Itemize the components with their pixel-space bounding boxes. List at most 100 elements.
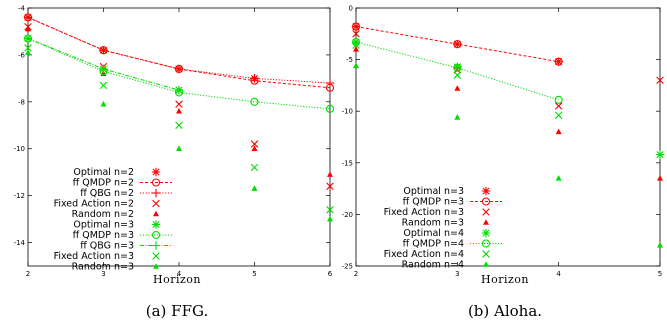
series-markers-ffg: [23, 13, 335, 222]
legend-swatch-marker: [483, 219, 489, 225]
y-tick-label: -20: [342, 211, 353, 219]
data-point-random-n-2: [176, 107, 182, 114]
series-line-ff-qmdp-n-2: [27, 16, 331, 89]
legend-item-ff-qmdp-n-2: ff QMDP n=2: [73, 178, 172, 189]
legend-label: Random n=4: [402, 260, 464, 271]
data-point-fixed-action-n-2: [250, 140, 259, 148]
data-point-random-n-3: [100, 100, 107, 107]
legend-swatch-marker: [481, 228, 491, 238]
data-point-ff-qmdp-n-3: [250, 97, 259, 106]
legend-swatch-marker: [153, 210, 159, 217]
legend-swatch-marker: [153, 263, 159, 269]
data-point-random-n-3: [454, 85, 461, 91]
data-point-random-n-2: [25, 25, 31, 32]
data-point-ff-qmdp-n-4: [453, 63, 462, 72]
legend-label: ff QMDP n=2: [73, 178, 134, 189]
data-point-random-n-3: [657, 174, 663, 181]
legend-ffg: Optimal n=2ff QMDP n=2ff QBG n=2 Fixed Ac…: [54, 167, 172, 273]
chart-panel-ffg: 2 3 4 5 6-4-6-8-10-12-14 Optimal n=2ff QMDP …: [14, 5, 335, 320]
data-point-random-n-3: [555, 128, 562, 135]
data-point-ff-qmdp-n-3: [325, 104, 335, 113]
legend-label: ff QBG n=2: [80, 188, 134, 199]
legend-swatch-marker: [151, 167, 161, 177]
legend-label: Random n=2: [72, 209, 134, 220]
data-point-ff-qbg-n-2: [250, 74, 259, 83]
data-point-ff-qmdp-n-3: [351, 22, 361, 31]
y-tick-label: -4: [18, 5, 26, 13]
data-point-random-n-3: [251, 185, 258, 191]
legend-label: Fixed Action n=4: [384, 249, 464, 260]
data-point-ff-qbg-n-3: [174, 85, 184, 95]
data-point-fixed-action-n-3: [250, 163, 259, 172]
legend-swatch-marker: [151, 188, 161, 198]
legend-swatch-marker: [481, 197, 491, 206]
legend-item-optimal-n-3: Optimal n=3: [403, 186, 491, 197]
legend-swatch-marker: [152, 252, 160, 260]
legend-label: Optimal n=2: [73, 167, 134, 178]
series-line-ff-qbg-n-2: [27, 16, 331, 84]
data-point-optimal-n-3: [554, 57, 563, 66]
x-tick-label: 5: [658, 270, 662, 278]
data-point-fixed-action-n-3: [352, 30, 360, 38]
legend-label: ff QMDP n=3: [73, 230, 134, 241]
x-tick-label: 3: [101, 270, 105, 278]
x-axis-label-aloha: Horizon: [481, 273, 529, 286]
data-point-fixed-action-n-2: [326, 182, 334, 191]
legend-label: Fixed Action n=3: [54, 251, 134, 262]
x-tick-label: 3: [455, 270, 459, 278]
x-tick-label: 5: [252, 270, 256, 278]
legend-swatch-marker: [482, 208, 490, 216]
data-point-fixed-action-n-4: [352, 41, 360, 49]
legend-item-ff-qmdp-n-3: ff QMDP n=3: [73, 230, 172, 241]
legend-item-random-n-3: Random n=3: [72, 262, 159, 273]
x-tick-label: 6: [328, 270, 333, 278]
legend-item-ff-qbg-n-2: ff QBG n=2: [80, 188, 172, 199]
legend-item-ff-qmdp-n-3: ff QMDP n=3: [403, 197, 502, 208]
data-point-random-n-3: [176, 145, 182, 152]
series-markers-aloha: [351, 22, 665, 248]
data-point-random-n-4: [353, 62, 359, 69]
data-point-ff-qbg-n-3: [99, 64, 108, 74]
caption-aloha: (b) Aloha.: [468, 302, 542, 320]
legend-label: ff QMDP n=3: [403, 197, 464, 208]
x-axis-label-ffg: Horizon: [153, 273, 201, 286]
x-tick-label: 4: [556, 270, 561, 278]
y-tick-label: -10: [342, 108, 353, 116]
data-point-ff-qbg-n-3: [23, 34, 33, 43]
legend-item-random-n-3: Random n=3: [402, 218, 489, 229]
legend-label: Fixed Action n=3: [384, 207, 464, 218]
data-point-ff-qmdp-n-3: [453, 40, 462, 49]
legend-swatch-marker: [481, 239, 491, 248]
legend-item-random-n-4: Random n=4: [402, 260, 489, 271]
legend-item-optimal-n-3: Optimal n=3: [73, 220, 161, 231]
series-lines-ffg: [27, 16, 331, 110]
y-tick-label: 0: [349, 5, 353, 13]
data-point-fixed-action-n-2: [175, 100, 183, 108]
legend-swatch-marker: [151, 178, 161, 187]
data-point-random-n-2: [251, 145, 258, 152]
legend-label: Optimal n=4: [403, 228, 464, 239]
y-tick-label: -14: [14, 239, 26, 247]
legend-item-optimal-n-4: Optimal n=4: [403, 228, 491, 239]
legend-item-fixed-action-n-3: Fixed Action n=3: [54, 251, 160, 262]
legend-swatch-marker: [481, 186, 491, 196]
data-point-fixed-action-n-4: [554, 111, 563, 120]
data-point-fixed-action-n-3: [554, 102, 563, 110]
tick-group-ffg: 2 3 4 5 6 -4 -6 -8 -10 -12 -14: [14, 5, 333, 279]
legend-label: ff QBG n=3: [80, 241, 134, 252]
legend-item-fixed-action-n-4: Fixed Action n=4: [384, 249, 490, 260]
y-tick-label: -25: [342, 263, 353, 271]
data-point-fixed-action-n-4: [453, 71, 462, 79]
plot-frame-aloha: [355, 7, 661, 267]
data-point-random-n-3: [327, 215, 333, 222]
series-line-ff-qmdp-n-3: [27, 38, 331, 110]
data-point-random-n-4: [555, 174, 562, 181]
x-tick-label: 4: [177, 270, 182, 278]
data-point-ff-qmdp-n-4: [554, 95, 563, 104]
legend-swatch-marker: [151, 241, 161, 250]
y-tick-label: -5: [346, 56, 353, 64]
caption-ffg: (a) FFG.: [146, 302, 208, 320]
data-point-random-n-3: [353, 45, 359, 52]
